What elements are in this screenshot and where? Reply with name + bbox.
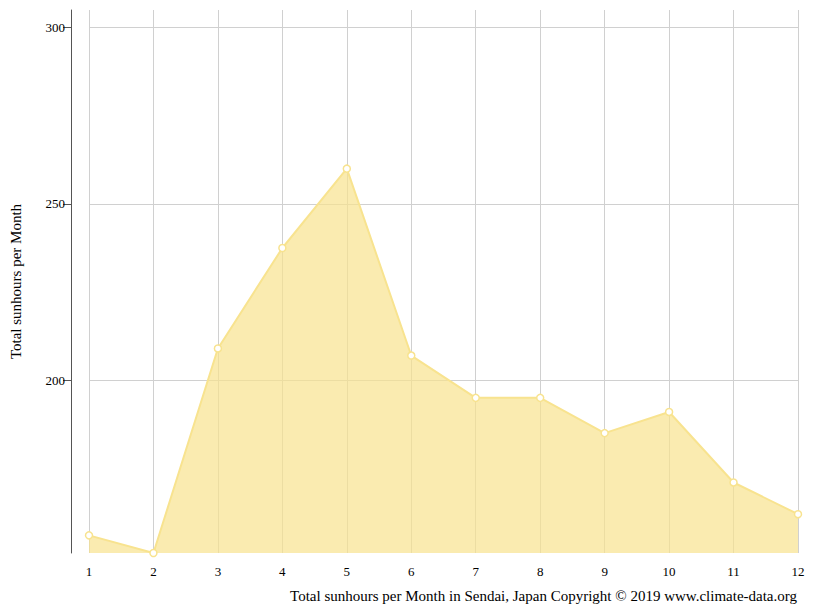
svg-text:6: 6 [408,564,415,579]
svg-text:Total sunhours per Month: Total sunhours per Month [8,203,24,359]
svg-text:10: 10 [663,564,676,579]
svg-text:9: 9 [601,564,608,579]
svg-text:2: 2 [150,564,157,579]
svg-text:Total sunhours per Month in Se: Total sunhours per Month in Sendai, Japa… [290,588,797,604]
svg-text:8: 8 [537,564,544,579]
svg-text:5: 5 [344,564,351,579]
svg-text:7: 7 [472,564,479,579]
svg-text:250: 250 [46,196,66,211]
svg-text:4: 4 [279,564,286,579]
svg-text:200: 200 [46,373,66,388]
svg-text:3: 3 [215,564,222,579]
svg-text:12: 12 [792,564,805,579]
svg-text:300: 300 [46,20,66,35]
svg-text:1: 1 [86,564,93,579]
svg-text:11: 11 [727,564,740,579]
